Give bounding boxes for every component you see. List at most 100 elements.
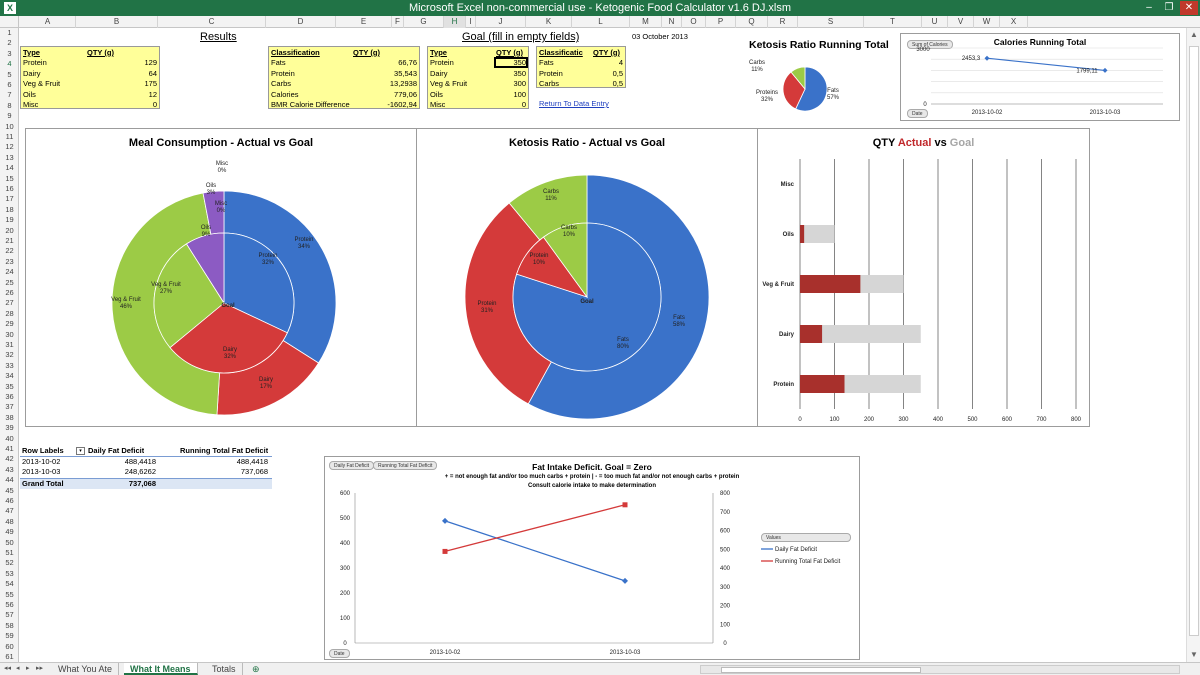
results-row-value[interactable]: 129 — [144, 58, 157, 68]
column-header-k[interactable]: K — [526, 16, 572, 28]
row-header-11[interactable]: 11 — [5, 132, 14, 141]
next-sheet-icon[interactable]: ▸ — [26, 665, 30, 672]
qty-actual-bar[interactable] — [800, 325, 823, 343]
minimize-button[interactable]: – — [1146, 2, 1152, 13]
fat-point[interactable] — [622, 577, 628, 584]
return-to-data-entry-link[interactable]: Return To Data Entry — [539, 99, 609, 108]
row-header-2[interactable]: 2 — [7, 38, 12, 48]
row-header-33[interactable]: 33 — [5, 360, 14, 370]
first-sheet-icon[interactable]: ◂◂ — [4, 665, 12, 672]
goal-row-value[interactable]: 300 — [513, 79, 526, 89]
calories-date-filter-button[interactable]: Date — [907, 109, 928, 118]
row-header-34[interactable]: 34 — [5, 371, 14, 381]
row-header-46[interactable]: 46 — [5, 496, 14, 505]
row-header-27[interactable]: 27 — [5, 298, 14, 308]
goal-class-row-value[interactable]: 0,5 — [612, 68, 623, 78]
row-header-47[interactable]: 47 — [5, 506, 14, 516]
row-header-39[interactable]: 39 — [5, 423, 14, 433]
row-header-55[interactable]: 55 — [5, 589, 14, 599]
row-header-31[interactable]: 31 — [5, 340, 14, 349]
row-header-54[interactable]: 54 — [5, 579, 14, 589]
row-header-30[interactable]: 30 — [5, 329, 14, 339]
row-header-13[interactable]: 13 — [5, 152, 14, 162]
ketosis-inner-slice-carbs[interactable] — [542, 222, 588, 299]
column-header-j[interactable]: J — [476, 16, 526, 28]
values-legend-button[interactable]: Values — [761, 533, 851, 542]
qty-actual-vs-goal-chart[interactable]: QTY Actual vs Goal 0 100 200 300 400 500 600 70… — [757, 128, 1090, 427]
row-header-26[interactable]: 26 — [5, 288, 14, 297]
row-header-25[interactable]: 25 — [5, 277, 14, 287]
column-header-e[interactable]: E — [336, 16, 392, 28]
row-header-21[interactable]: 21 — [5, 236, 14, 245]
column-header-g[interactable]: G — [404, 16, 444, 28]
goal-row-value[interactable]: 100 — [513, 89, 526, 99]
vertical-scrollbar[interactable]: ▲ ▼ — [1186, 28, 1200, 662]
row-header-50[interactable]: 50 — [5, 537, 14, 547]
column-header-d[interactable]: D — [266, 16, 336, 28]
row-header-45[interactable]: 45 — [5, 485, 14, 495]
close-button[interactable]: ✕ — [1180, 1, 1198, 15]
tab-what-it-means[interactable]: What It Means — [124, 663, 198, 675]
column-header-f[interactable]: F — [392, 16, 404, 28]
row-header-42[interactable]: 42 — [5, 454, 14, 464]
row-header-56[interactable]: 56 — [5, 600, 14, 609]
row-header-32[interactable]: 32 — [5, 350, 14, 360]
row-header-61[interactable]: 61 — [5, 652, 14, 661]
results-row-value[interactable]: 12 — [148, 89, 157, 99]
calories-point[interactable] — [984, 55, 990, 61]
row-header-29[interactable]: 29 — [5, 319, 14, 329]
fat-date-filter-button[interactable]: Date — [329, 649, 350, 658]
row-header-28[interactable]: 28 — [5, 308, 14, 318]
row-header-5[interactable]: 5 — [7, 69, 12, 79]
ketosis-running-slice-carbs[interactable] — [790, 66, 806, 91]
row-header-52[interactable]: 52 — [5, 558, 14, 568]
filter-dropdown-icon[interactable]: ▾ — [76, 447, 85, 455]
column-header-r[interactable]: R — [768, 16, 798, 28]
ketosis-running-chart[interactable]: Ketosis Ratio Running Total Fats 57% Prote… — [745, 36, 895, 122]
scroll-down-icon[interactable]: ▼ — [1190, 650, 1198, 659]
row-header-9[interactable]: 9 — [7, 111, 12, 121]
column-header-s[interactable]: S — [798, 16, 864, 28]
ketosis-running-slice-proteins[interactable] — [782, 71, 806, 110]
column-header-h[interactable]: H — [444, 16, 466, 28]
column-header-x[interactable]: X — [1000, 16, 1028, 28]
classification-row-value[interactable]: 13,2938 — [389, 79, 417, 89]
row-header-38[interactable]: 38 — [5, 412, 14, 422]
goal-class-row-value[interactable]: 4 — [618, 58, 623, 68]
fat-point[interactable] — [442, 517, 448, 524]
column-header-v[interactable]: V — [948, 16, 974, 28]
row-header-53[interactable]: 53 — [5, 568, 14, 578]
row-header-40[interactable]: 40 — [5, 433, 14, 443]
qty-goal-bar[interactable] — [800, 225, 835, 243]
row-header-3[interactable]: 3 — [7, 48, 12, 58]
row-header-8[interactable]: 8 — [7, 100, 12, 110]
ketosis-running-slice-fats[interactable] — [795, 66, 828, 112]
fat-point[interactable] — [622, 502, 628, 508]
scroll-up-icon[interactable]: ▲ — [1190, 30, 1198, 39]
row-header-10[interactable]: 10 — [5, 121, 14, 131]
meal-inner-slice-protein[interactable] — [223, 232, 295, 334]
restore-button[interactable]: ❐ — [1164, 2, 1174, 13]
pivot-table[interactable]: Row Labels ▾ Daily Fat Deficit Running T… — [20, 446, 272, 490]
row-header-12[interactable]: 12 — [5, 142, 14, 152]
row-header-37[interactable]: 37 — [5, 402, 14, 412]
column-header-t[interactable]: T — [864, 16, 922, 28]
meal-inner-slice-oils[interactable] — [185, 232, 225, 305]
row-header-1[interactable]: 1 — [7, 28, 12, 37]
row-header-48[interactable]: 48 — [5, 516, 14, 526]
row-header-16[interactable]: 16 — [5, 184, 14, 193]
row-header-51[interactable]: 51 — [5, 548, 14, 557]
row-header-4[interactable]: 4 — [7, 59, 12, 69]
fat-point[interactable] — [442, 548, 448, 554]
classification-row-value[interactable]: -1602,94 — [387, 100, 417, 109]
row-header-15[interactable]: 15 — [5, 173, 14, 183]
row-header-14[interactable]: 14 — [5, 163, 14, 173]
qty-actual-bar[interactable] — [800, 375, 845, 393]
ketosis-ratio-chart[interactable]: Ketosis Ratio - Actual vs Goal Fats 58% Pr… — [416, 128, 758, 427]
excel-icon[interactable]: X — [4, 2, 16, 14]
row-header-57[interactable]: 57 — [5, 610, 14, 620]
horizontal-scroll-thumb[interactable] — [721, 667, 921, 673]
meal-inner-slice-dairy[interactable] — [169, 302, 288, 374]
new-sheet-icon[interactable]: ⊕ — [252, 664, 260, 674]
row-header-36[interactable]: 36 — [5, 392, 14, 401]
